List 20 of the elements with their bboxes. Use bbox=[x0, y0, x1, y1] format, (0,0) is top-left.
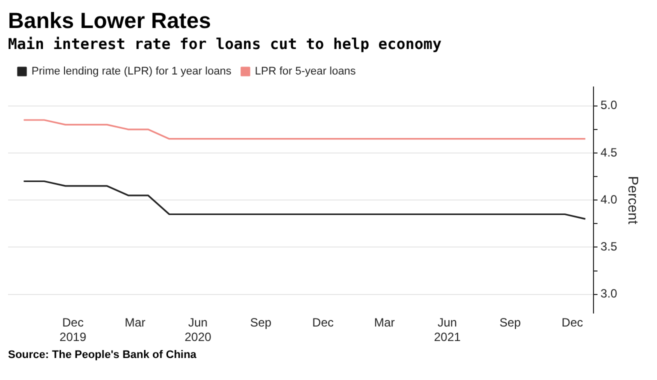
legend-label: LPR for 5-year loans bbox=[254, 66, 356, 78]
y-axis-title: Percent bbox=[626, 176, 642, 224]
source-note: Source: The People's Bank of China bbox=[8, 349, 198, 361]
y-tick-label: 3.5 bbox=[600, 240, 618, 254]
x-tick-label: Dec bbox=[562, 316, 584, 330]
x-tick-label: Dec bbox=[312, 316, 334, 330]
y-tick-label: 4.0 bbox=[600, 192, 618, 206]
x-tick-label: Mar bbox=[124, 316, 146, 330]
chart-title: Banks Lower Rates bbox=[8, 8, 212, 34]
y-tick-label: 3.0 bbox=[600, 286, 618, 301]
x-tick-label: Sep bbox=[499, 316, 522, 330]
x-tick-label: Mar bbox=[374, 316, 395, 330]
x-tick-label: Dec 2019 bbox=[60, 316, 87, 344]
legend-label: Prime lending rate (LPR) for 1 year loans bbox=[32, 66, 232, 78]
x-tick-label: Jun 2020 bbox=[184, 316, 212, 344]
y-tick-label: 4.5 bbox=[600, 145, 618, 160]
x-tick-label: Jun 2021 bbox=[434, 316, 461, 344]
x-tick-label: Sep bbox=[250, 316, 272, 330]
chart-subtitle: Main interest rate for loans cut to help economy bbox=[8, 34, 442, 54]
y-tick-label: 5.0 bbox=[600, 98, 618, 112]
